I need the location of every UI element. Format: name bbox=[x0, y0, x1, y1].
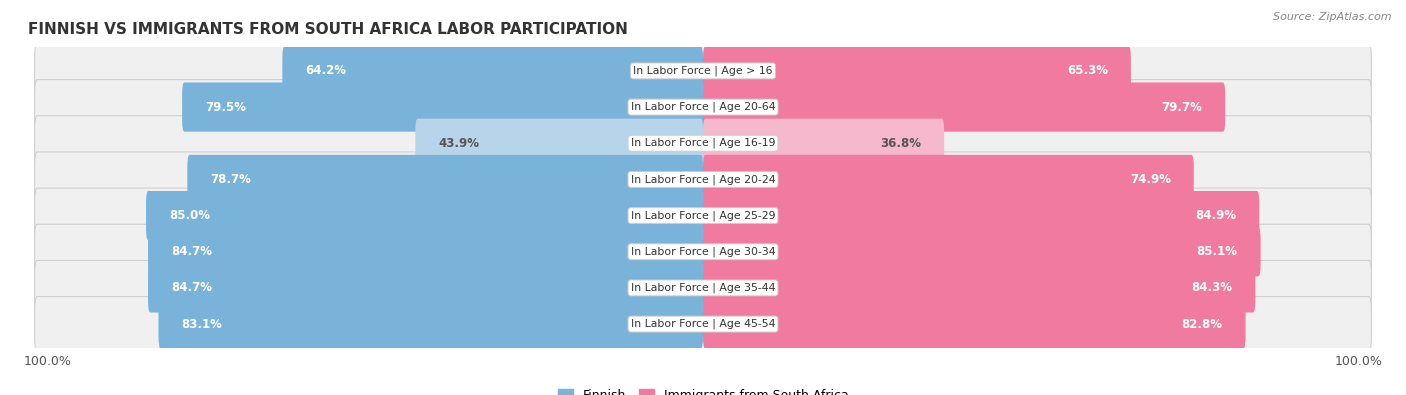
Text: 79.7%: 79.7% bbox=[1161, 101, 1202, 114]
Text: In Labor Force | Age > 16: In Labor Force | Age > 16 bbox=[633, 66, 773, 76]
FancyBboxPatch shape bbox=[148, 263, 703, 312]
Text: 65.3%: 65.3% bbox=[1067, 64, 1108, 77]
FancyBboxPatch shape bbox=[183, 83, 703, 132]
FancyBboxPatch shape bbox=[415, 118, 703, 168]
FancyBboxPatch shape bbox=[703, 155, 1194, 204]
Text: In Labor Force | Age 25-29: In Labor Force | Age 25-29 bbox=[631, 210, 775, 221]
FancyBboxPatch shape bbox=[159, 299, 703, 349]
FancyBboxPatch shape bbox=[283, 46, 703, 96]
Text: FINNISH VS IMMIGRANTS FROM SOUTH AFRICA LABOR PARTICIPATION: FINNISH VS IMMIGRANTS FROM SOUTH AFRICA … bbox=[28, 22, 628, 37]
Text: 74.9%: 74.9% bbox=[1130, 173, 1171, 186]
Text: 36.8%: 36.8% bbox=[880, 137, 921, 150]
Text: 84.3%: 84.3% bbox=[1191, 281, 1233, 294]
FancyBboxPatch shape bbox=[703, 227, 1261, 276]
Text: 78.7%: 78.7% bbox=[211, 173, 252, 186]
FancyBboxPatch shape bbox=[35, 43, 1371, 98]
Text: 43.9%: 43.9% bbox=[439, 137, 479, 150]
FancyBboxPatch shape bbox=[703, 263, 1256, 312]
Text: 79.5%: 79.5% bbox=[205, 101, 246, 114]
Legend: Finnish, Immigrants from South Africa: Finnish, Immigrants from South Africa bbox=[553, 384, 853, 395]
Text: 85.0%: 85.0% bbox=[169, 209, 209, 222]
FancyBboxPatch shape bbox=[35, 188, 1371, 243]
FancyBboxPatch shape bbox=[35, 260, 1371, 316]
Text: In Labor Force | Age 16-19: In Labor Force | Age 16-19 bbox=[631, 138, 775, 149]
FancyBboxPatch shape bbox=[703, 83, 1225, 132]
Text: 84.7%: 84.7% bbox=[172, 281, 212, 294]
Text: In Labor Force | Age 35-44: In Labor Force | Age 35-44 bbox=[631, 283, 775, 293]
FancyBboxPatch shape bbox=[148, 227, 703, 276]
FancyBboxPatch shape bbox=[703, 191, 1260, 240]
Text: 64.2%: 64.2% bbox=[305, 64, 346, 77]
FancyBboxPatch shape bbox=[703, 118, 943, 168]
Text: 84.9%: 84.9% bbox=[1195, 209, 1236, 222]
FancyBboxPatch shape bbox=[703, 46, 1130, 96]
Text: Source: ZipAtlas.com: Source: ZipAtlas.com bbox=[1274, 12, 1392, 22]
Text: In Labor Force | Age 20-64: In Labor Force | Age 20-64 bbox=[631, 102, 775, 112]
Text: 83.1%: 83.1% bbox=[181, 318, 222, 331]
Text: In Labor Force | Age 20-24: In Labor Force | Age 20-24 bbox=[631, 174, 775, 185]
FancyBboxPatch shape bbox=[703, 299, 1246, 349]
Text: In Labor Force | Age 45-54: In Labor Force | Age 45-54 bbox=[631, 319, 775, 329]
FancyBboxPatch shape bbox=[146, 191, 703, 240]
Text: 85.1%: 85.1% bbox=[1197, 245, 1237, 258]
FancyBboxPatch shape bbox=[35, 297, 1371, 352]
FancyBboxPatch shape bbox=[35, 79, 1371, 135]
FancyBboxPatch shape bbox=[35, 224, 1371, 279]
Text: In Labor Force | Age 30-34: In Labor Force | Age 30-34 bbox=[631, 246, 775, 257]
Text: 84.7%: 84.7% bbox=[172, 245, 212, 258]
Text: 82.8%: 82.8% bbox=[1181, 318, 1223, 331]
FancyBboxPatch shape bbox=[35, 152, 1371, 207]
FancyBboxPatch shape bbox=[35, 116, 1371, 171]
FancyBboxPatch shape bbox=[187, 155, 703, 204]
